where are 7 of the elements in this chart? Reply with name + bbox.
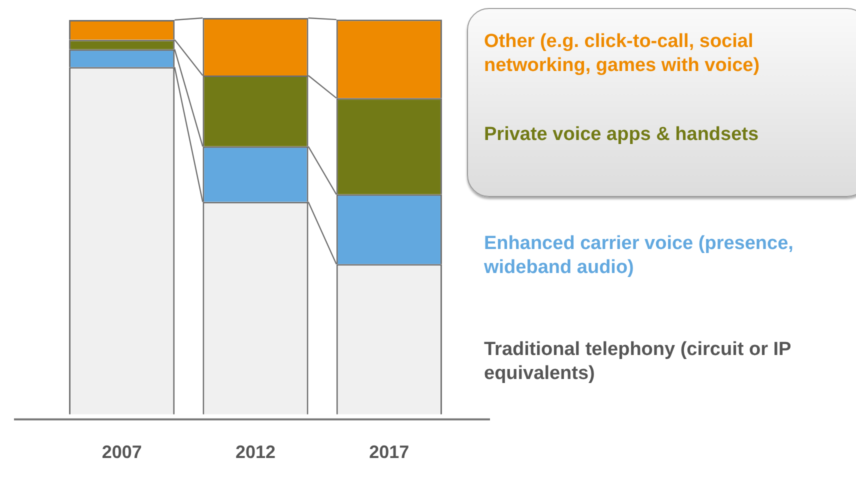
text: Enhanced carrier voice (presence, wideband audio) — [484, 232, 794, 280]
text: Traditional telephony (circuit or IP equivalents) — [484, 338, 792, 386]
text: Private voice apps & handsets — [484, 123, 760, 147]
x-tick-label: 2007 — [102, 442, 142, 462]
x-tick-label: 2017 — [369, 442, 410, 462]
text: Other (e.g. click-to-call, social networking, games with voice) — [484, 30, 761, 78]
x-tick-label: 2012 — [235, 442, 276, 462]
